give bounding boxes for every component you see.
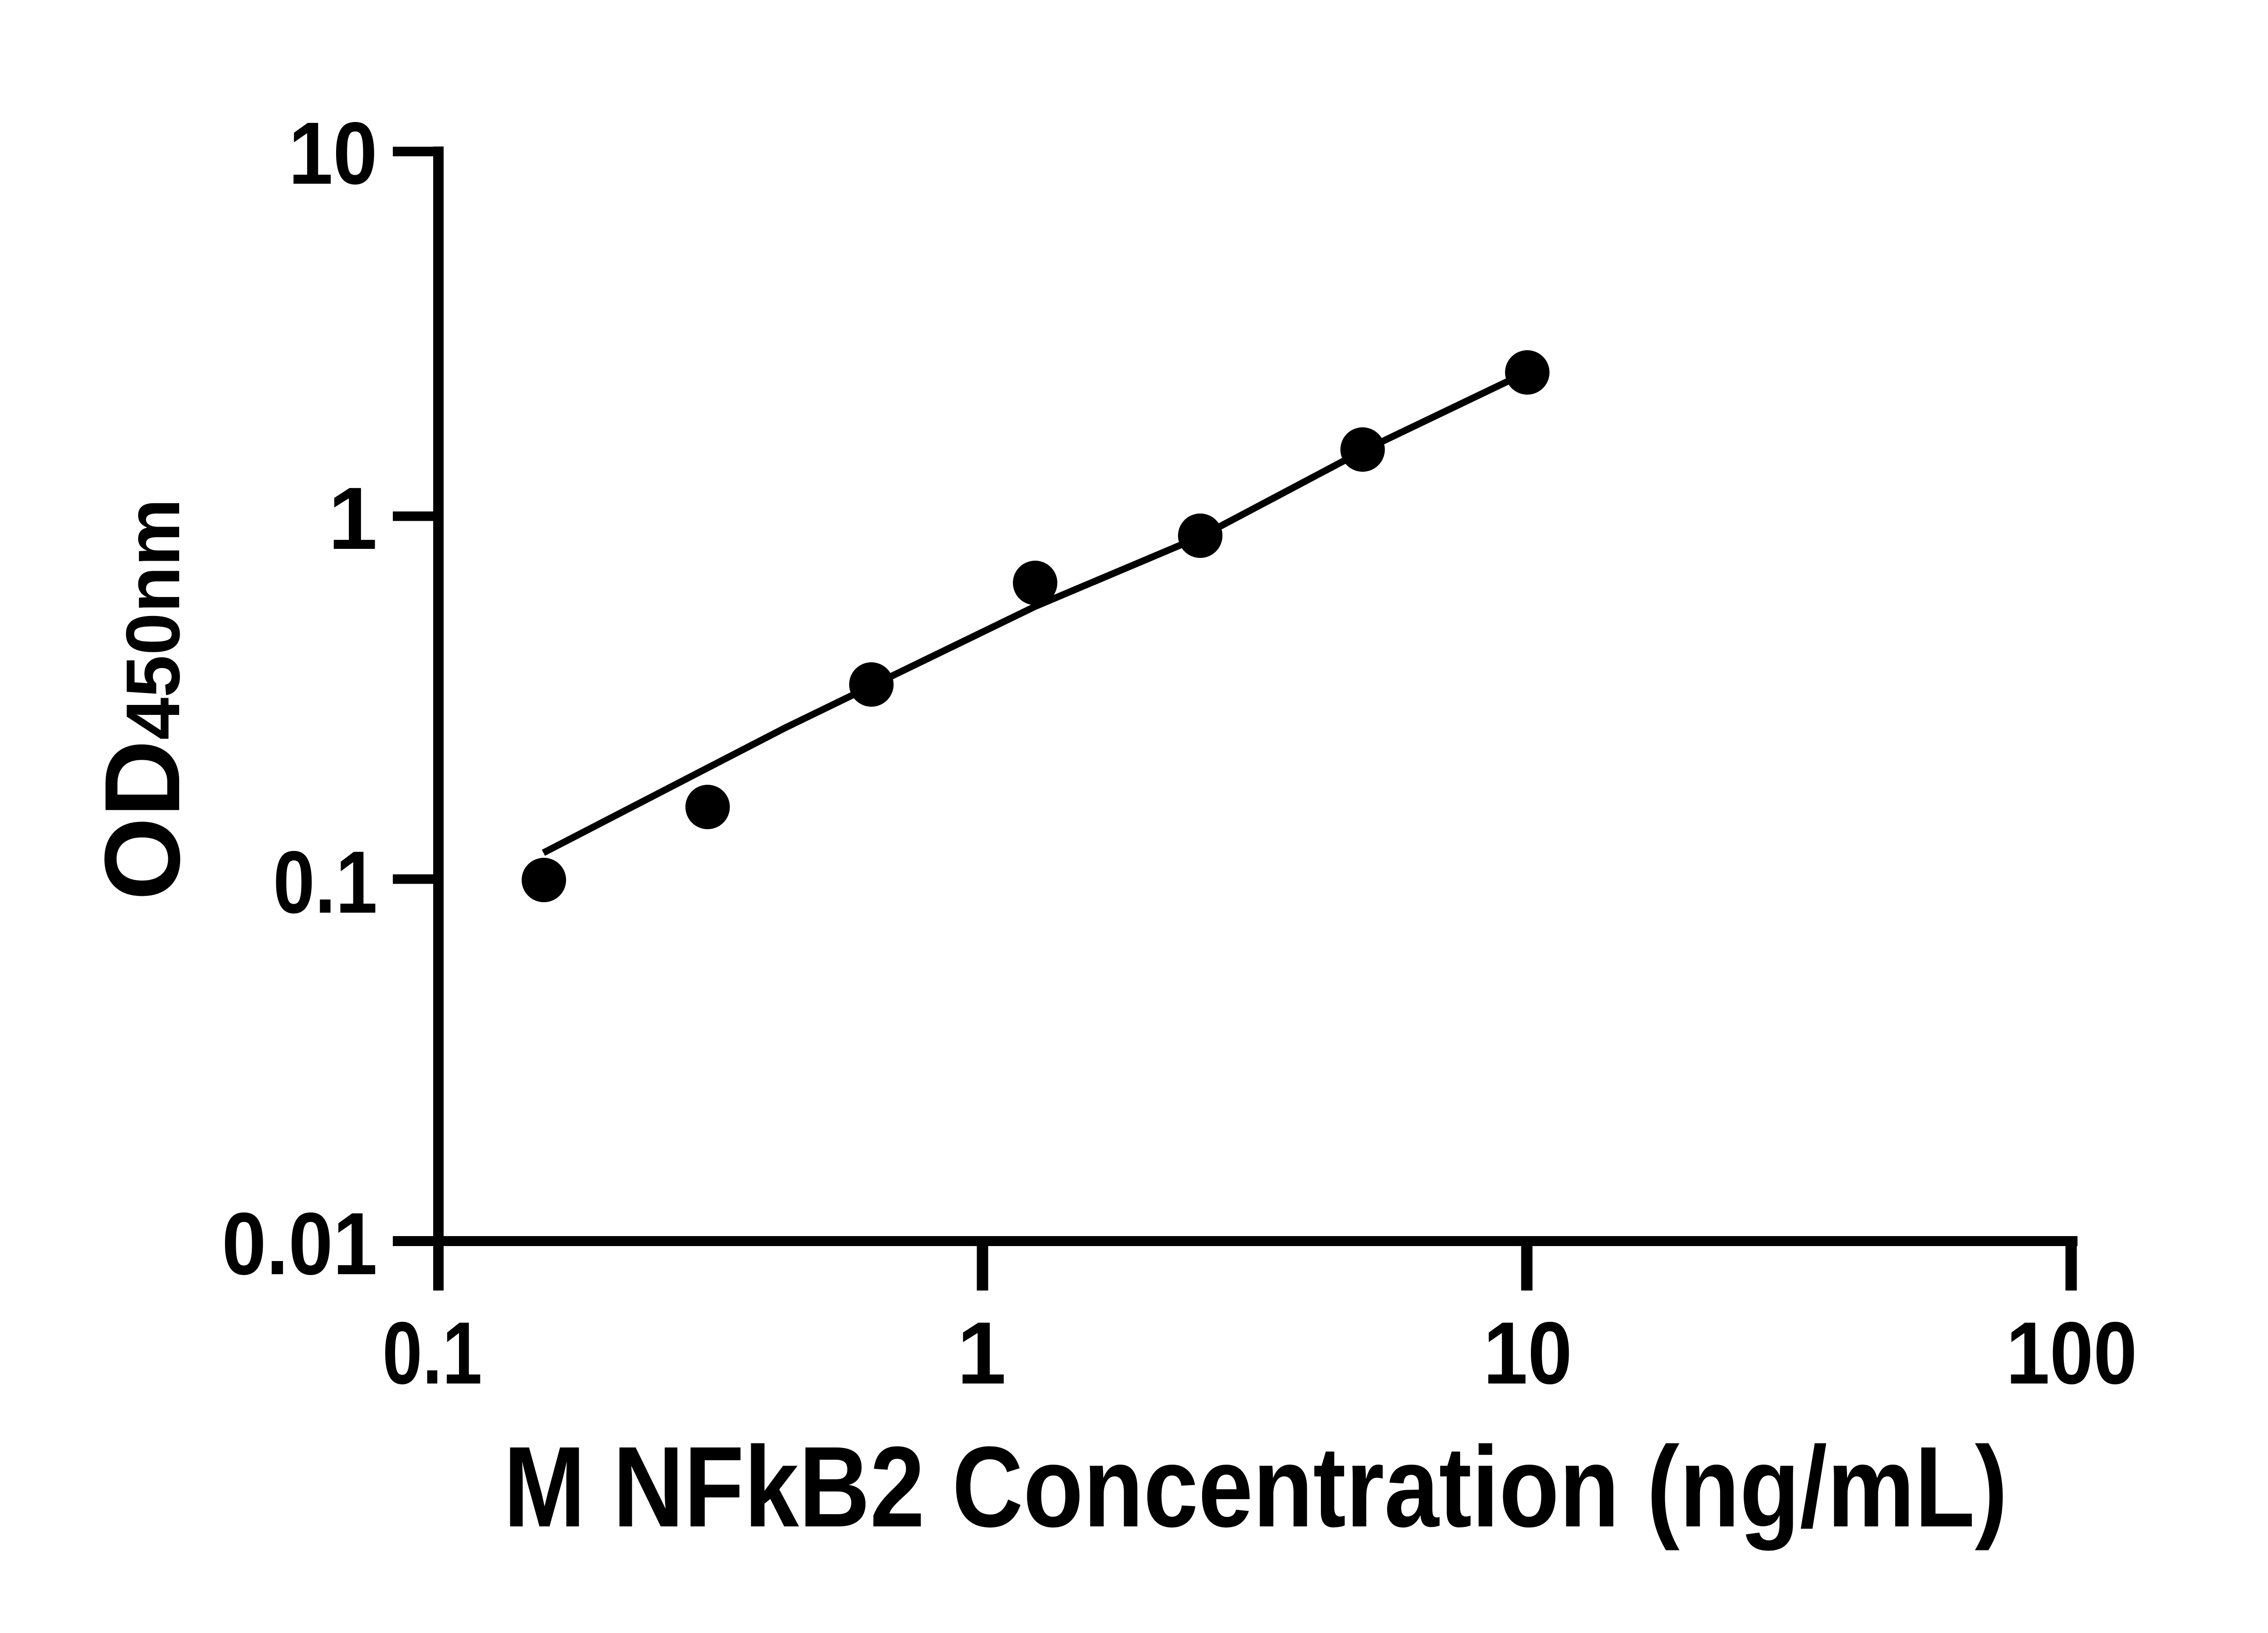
svg-text:1: 1 bbox=[328, 469, 377, 568]
svg-text:0.01: 0.01 bbox=[222, 1194, 377, 1293]
svg-text:1: 1 bbox=[957, 1304, 1006, 1403]
svg-text:M NFkB2 Concentration (ng/mL): M NFkB2 Concentration (ng/mL) bbox=[503, 1423, 2008, 1551]
svg-text:100: 100 bbox=[2006, 1304, 2137, 1403]
svg-text:10: 10 bbox=[1483, 1304, 1572, 1403]
svg-text:0.1: 0.1 bbox=[273, 833, 377, 932]
svg-text:0.1: 0.1 bbox=[382, 1304, 482, 1403]
svg-text:10: 10 bbox=[288, 104, 377, 203]
